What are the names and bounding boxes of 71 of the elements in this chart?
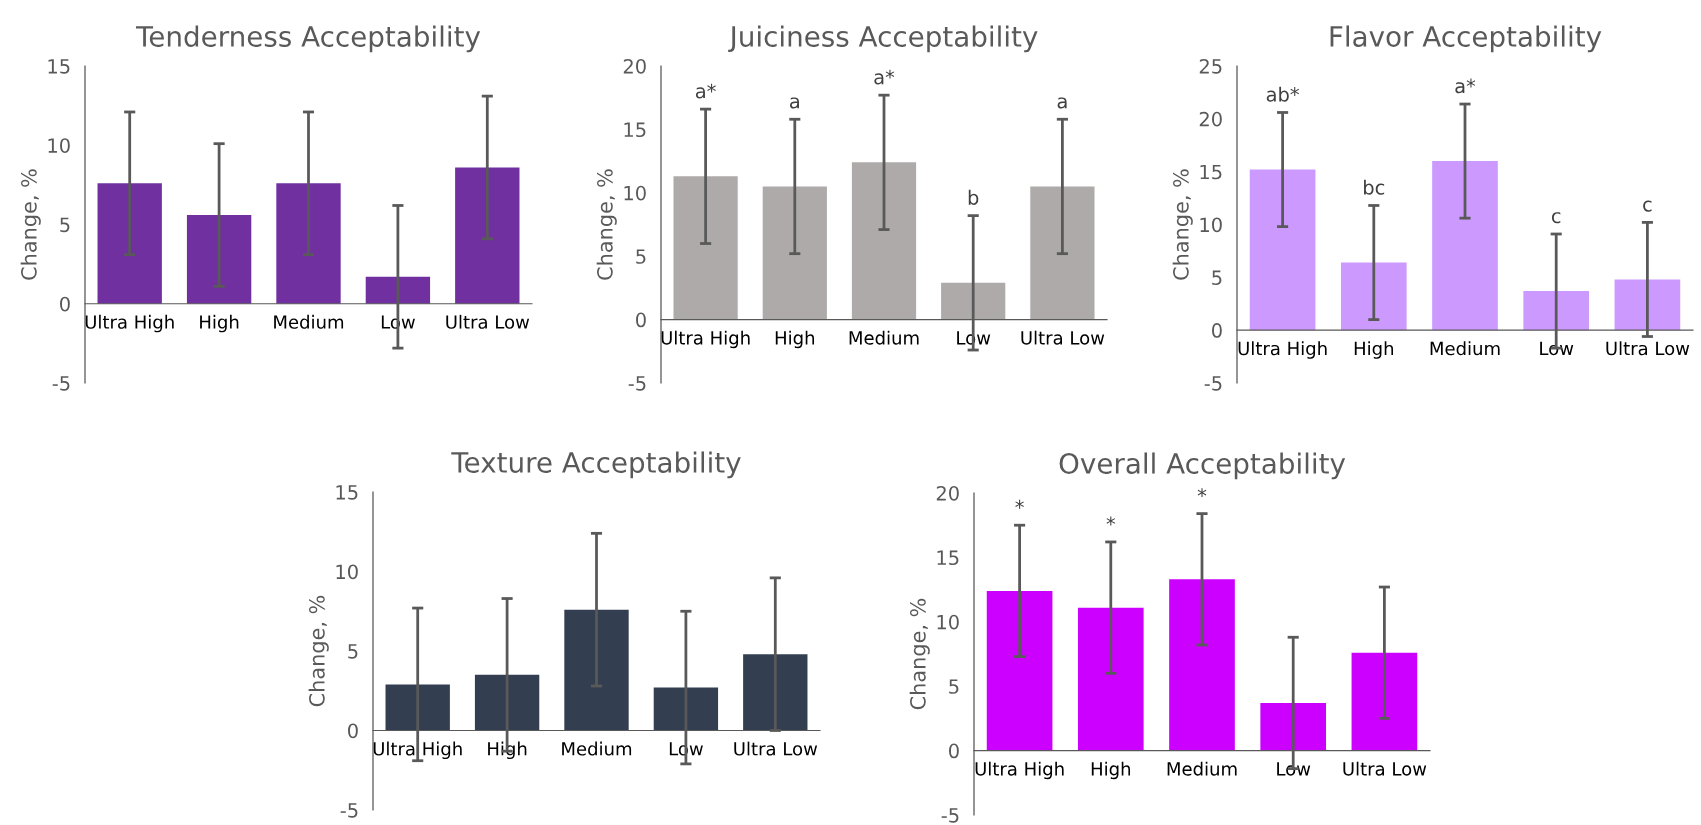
x-tick-label: Ultra Low xyxy=(1021,330,1105,345)
x-tick-label: Medium xyxy=(274,314,344,329)
annotation: a* xyxy=(1455,78,1476,94)
chart-title: Flavor Acceptability xyxy=(1330,25,1602,53)
y-tick-label: 20 xyxy=(623,58,646,74)
annotation: c xyxy=(1643,200,1652,212)
y-tick-label: 0 xyxy=(1212,323,1222,338)
chart-title: Overall Acceptability xyxy=(1059,452,1346,480)
annotation: ab* xyxy=(1266,86,1300,102)
x-tick-label: Ultra High xyxy=(1238,341,1327,359)
annotation: * xyxy=(1106,516,1116,526)
y-tick-label: -5 xyxy=(52,376,70,391)
y-axis-title: Change, % xyxy=(20,169,41,280)
x-tick-label: Ultra High xyxy=(661,330,750,349)
annotation: a xyxy=(790,97,799,109)
y-axis-title: Change, % xyxy=(596,169,617,280)
chart-title: Tenderness Acceptability xyxy=(135,25,481,53)
y-tick-label: 10 xyxy=(48,138,70,153)
y-tick-label: 5 xyxy=(1212,270,1222,285)
x-tick-label: High xyxy=(1354,341,1394,359)
annotation: a* xyxy=(695,83,716,99)
chart-title: Texture Acceptability xyxy=(451,451,741,479)
x-tick-label: High xyxy=(775,330,815,349)
y-tick-label: 15 xyxy=(624,122,646,138)
annotation: b xyxy=(968,189,979,205)
annotation: * xyxy=(1015,499,1024,509)
y-tick-label: 10 xyxy=(937,614,959,630)
y-tick-label: 0 xyxy=(636,312,646,328)
annotation: * xyxy=(1197,488,1207,498)
y-tick-label: 0 xyxy=(60,296,70,312)
annotation: c xyxy=(1551,212,1561,224)
y-tick-label: -5 xyxy=(941,808,959,823)
x-tick-label: Ultra High xyxy=(85,314,174,333)
y-tick-label: 5 xyxy=(60,217,70,233)
x-tick-label: Medium xyxy=(562,741,632,756)
x-tick-label: Ultra High xyxy=(373,741,462,760)
y-tick-label: 5 xyxy=(636,249,646,264)
y-axis-title: Change, % xyxy=(1172,169,1193,280)
y-tick-label: 15 xyxy=(48,59,70,74)
y-tick-label: -5 xyxy=(340,803,358,818)
x-tick-label: Ultra Low xyxy=(1606,341,1690,356)
y-tick-label: 15 xyxy=(937,550,959,566)
x-tick-label: Medium xyxy=(849,330,919,345)
y-tick-label: 10 xyxy=(1200,217,1222,233)
x-tick-label: Medium xyxy=(1430,341,1500,356)
y-tick-label: 0 xyxy=(949,743,959,759)
y-tick-label: 5 xyxy=(348,644,358,659)
y-tick-label: 15 xyxy=(336,485,358,500)
annotation: a xyxy=(1057,97,1067,109)
y-axis-title: Change, % xyxy=(308,595,329,707)
y-tick-label: 20 xyxy=(936,485,959,501)
annotation: a* xyxy=(874,69,895,85)
x-tick-label: Ultra Low xyxy=(446,314,530,329)
y-tick-label: 5 xyxy=(949,679,959,694)
y-axis-title: Change, % xyxy=(909,598,930,710)
y-tick-label: -5 xyxy=(1204,376,1222,391)
y-tick-label: -5 xyxy=(628,376,646,391)
x-tick-label: Ultra High xyxy=(975,761,1064,780)
y-tick-label: 0 xyxy=(348,723,358,739)
x-tick-label: High xyxy=(200,314,239,333)
x-tick-label: Ultra Low xyxy=(1343,761,1427,776)
x-tick-label: Ultra Low xyxy=(734,741,818,756)
x-tick-label: High xyxy=(1091,761,1131,780)
y-tick-label: 10 xyxy=(624,185,646,201)
annotation: bc xyxy=(1364,179,1385,195)
y-tick-label: 10 xyxy=(336,564,358,580)
y-tick-label: 15 xyxy=(1200,164,1222,180)
y-tick-label: 25 xyxy=(1199,58,1222,74)
chart-title: Juiciness Acceptability xyxy=(728,25,1038,53)
y-tick-label: 20 xyxy=(1199,111,1222,127)
x-tick-label: Medium xyxy=(1167,761,1237,776)
